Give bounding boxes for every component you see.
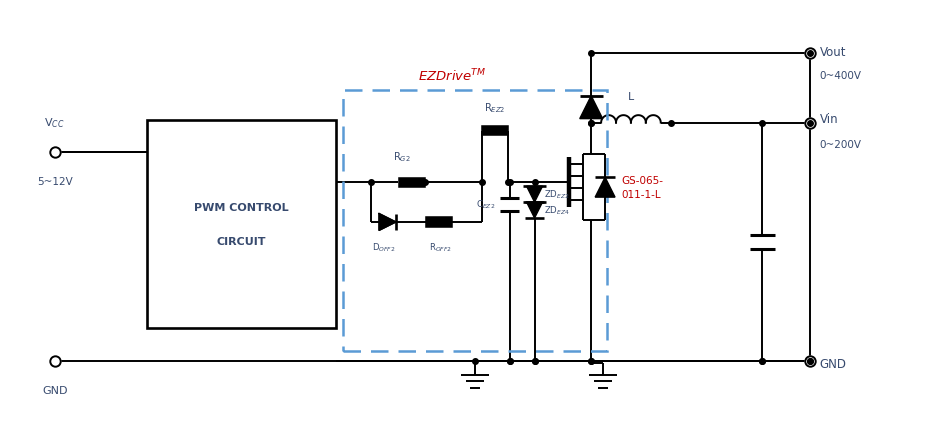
Text: R$_{EZ2}$: R$_{EZ2}$ [484,101,506,115]
Text: GS-065-
011-1-L: GS-065- 011-1-L [621,176,663,200]
Text: C$_{EZ2}$: C$_{EZ2}$ [477,198,496,211]
Polygon shape [580,96,602,119]
Text: V$_{CC}$: V$_{CC}$ [45,115,65,129]
Polygon shape [379,214,396,231]
Bar [426,218,452,227]
Text: ZD$_{EZ2}$: ZD$_{EZ2}$ [545,188,571,201]
Text: R$_{OFF2}$: R$_{OFF2}$ [429,241,452,254]
Text: ZD$_{EZ4}$: ZD$_{EZ4}$ [545,204,571,217]
Text: R$_{G2}$: R$_{G2}$ [393,150,411,164]
Text: Vin: Vin [819,113,838,126]
Bar [482,127,507,136]
Polygon shape [527,203,543,218]
Text: Vout: Vout [819,46,846,59]
Text: GND: GND [42,385,67,395]
Text: GND: GND [819,357,846,370]
Polygon shape [527,187,543,203]
Bar [399,178,425,187]
Text: PWM CONTROL: PWM CONTROL [195,203,289,213]
Text: 0~200V: 0~200V [819,140,862,150]
Text: CIRCUIT: CIRCUIT [217,236,266,246]
Text: EZDrive$^{TM}$: EZDrive$^{TM}$ [418,67,486,84]
Text: 0~400V: 0~400V [819,71,862,81]
Polygon shape [595,178,615,197]
Bar [147,120,336,329]
Bar [343,91,607,352]
Text: L: L [627,92,634,102]
Text: 5~12V: 5~12V [36,177,73,187]
Text: D$_{OFF2}$: D$_{OFF2}$ [371,241,396,254]
